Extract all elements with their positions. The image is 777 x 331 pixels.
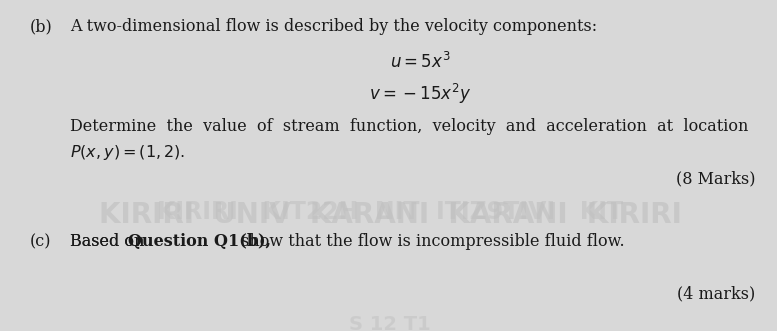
Text: KIRIRI   KIT22H  NIT  ITIZ9TIVI   KIT: KIRIRI KIT22H NIT ITIZ9TIVI KIT: [157, 200, 623, 224]
Text: KIRIRI  UNIV  KARANI  KARANI  KIRIRI: KIRIRI UNIV KARANI KARANI KIRIRI: [99, 201, 681, 229]
Text: Question Q1(b),: Question Q1(b),: [128, 233, 271, 250]
Text: $P(x,y) = (1, 2).$: $P(x,y) = (1, 2).$: [70, 143, 186, 162]
Text: (8 Marks): (8 Marks): [675, 170, 755, 187]
Text: (4 marks): (4 marks): [677, 285, 755, 302]
Text: A two-dimensional flow is described by the velocity components:: A two-dimensional flow is described by t…: [70, 18, 598, 35]
Text: show that the flow is incompressible fluid flow.: show that the flow is incompressible flu…: [236, 233, 625, 250]
Text: Based on: Based on: [70, 233, 149, 250]
Text: $u = 5x^3$: $u = 5x^3$: [390, 52, 451, 72]
Text: Based on: Based on: [70, 233, 149, 250]
Text: $v = -15x^2y$: $v = -15x^2y$: [369, 82, 471, 106]
Text: S 12 T1: S 12 T1: [349, 315, 431, 331]
Text: (c): (c): [30, 233, 51, 250]
Text: (b): (b): [30, 18, 53, 35]
Text: Determine  the  value  of  stream  function,  velocity  and  acceleration  at  l: Determine the value of stream function, …: [70, 118, 748, 135]
